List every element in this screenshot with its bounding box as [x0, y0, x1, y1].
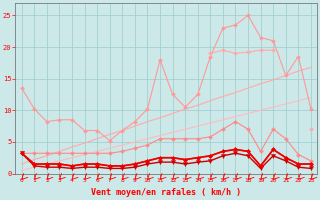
X-axis label: Vent moyen/en rafales ( km/h ): Vent moyen/en rafales ( km/h ) — [91, 188, 241, 197]
